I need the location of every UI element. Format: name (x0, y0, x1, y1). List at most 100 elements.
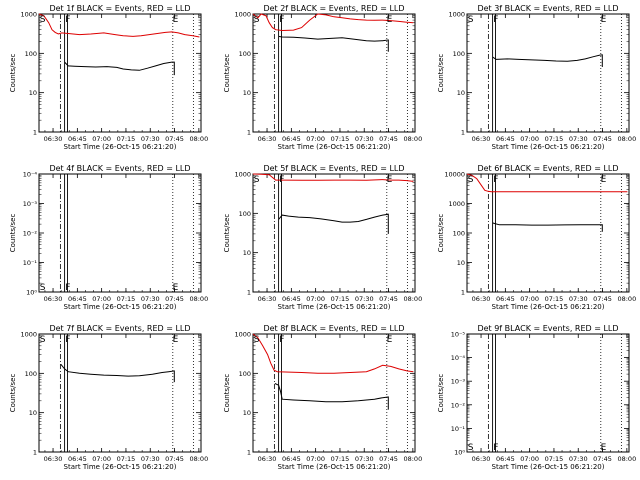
x-tick-label: 07:30 (569, 135, 588, 143)
x-tick-label: 08:00 (403, 135, 422, 143)
plot-frame (466, 333, 630, 453)
x-tick-label: 07:45 (165, 295, 184, 303)
marker-f: F (65, 335, 70, 345)
x-tick-label: 07:45 (593, 135, 612, 143)
x-tick-label: 07:00 (306, 455, 325, 463)
chart-panel-8: Det 8f BLACK = Events, RED = LLD 06:30 06:… (223, 324, 422, 471)
chart-panel-6: Det 6f BLACK = Events, RED = LLD 06:30 06:… (437, 164, 636, 311)
x-tick-label: 07:30 (141, 295, 160, 303)
chart-title: Det 4f BLACK = Events, RED = LLD (49, 164, 190, 173)
x-tick-label: 06:30 (258, 455, 277, 463)
marker-e: E (173, 15, 179, 25)
chart-title: Det 6f BLACK = Events, RED = LLD (477, 164, 618, 173)
x-tick-label: 07:15 (117, 455, 136, 463)
marker-f: F (279, 175, 284, 185)
chart-panel-5: Det 5f BLACK = Events, RED = LLD 06:30 06:… (223, 164, 422, 311)
x-tick-label: 07:00 (520, 455, 539, 463)
x-tick-label: 06:45 (68, 295, 87, 303)
chart-panel-7: Det 7f BLACK = Events, RED = LLD 06:30 06:… (9, 324, 208, 471)
marker-e: E (173, 335, 179, 345)
x-tick-label: 07:00 (92, 135, 111, 143)
marker-s: S (40, 335, 46, 345)
y-tick-label: 1 (247, 289, 251, 297)
y-axis-label: Counts/sec (9, 214, 17, 253)
y-tick-label: 1 (461, 129, 465, 137)
series-line-events (60, 363, 175, 383)
y-tick-label: 10⁻¹ (451, 425, 466, 433)
y-tick-label: 100 (239, 370, 251, 378)
plot-frame (38, 333, 202, 453)
x-tick-label: 07:30 (355, 135, 374, 143)
x-tick-label: 06:45 (282, 295, 301, 303)
x-axis-label: Start Time (26-Oct-15 06:21:20) (492, 463, 605, 471)
chart-panel-2: Det 2f BLACK = Events, RED = LLD 06:30 06:… (223, 4, 422, 151)
chart-title: Det 2f BLACK = Events, RED = LLD (263, 4, 404, 13)
x-tick-label: 07:45 (593, 455, 612, 463)
marker-e: E (601, 15, 607, 25)
x-tick-label: 06:30 (472, 455, 491, 463)
marker-s: S (468, 175, 474, 185)
series-line-lld (38, 13, 200, 38)
y-tick-label: 10⁻⁴ (451, 354, 466, 362)
y-tick-label: 1 (33, 449, 37, 457)
y-tick-label: 10 (243, 89, 251, 97)
y-tick-label: 10⁰ (454, 449, 465, 457)
chart-panel-3: Det 3f BLACK = Events, RED = LLD 06:30 06:… (437, 4, 636, 151)
y-tick-label: 10⁻³ (451, 378, 466, 386)
x-tick-label: 07:15 (117, 135, 136, 143)
marker-s: S (40, 283, 46, 293)
x-tick-label: 08:00 (189, 455, 208, 463)
y-tick-label: 1000 (20, 11, 37, 19)
x-tick-label: 06:30 (258, 135, 277, 143)
y-tick-label: 100 (453, 230, 465, 238)
x-tick-label: 07:00 (306, 135, 325, 143)
chart-title: Det 3f BLACK = Events, RED = LLD (477, 4, 618, 13)
x-tick-label: 07:30 (355, 295, 374, 303)
x-axis-label: Start Time (26-Oct-15 06:21:20) (64, 463, 177, 471)
x-tick-label: 06:30 (44, 135, 63, 143)
x-axis-label: Start Time (26-Oct-15 06:21:20) (64, 143, 177, 151)
chart-title: Det 7f BLACK = Events, RED = LLD (49, 324, 190, 333)
y-tick-label: 1 (33, 129, 37, 137)
chart-title: Det 8f BLACK = Events, RED = LLD (263, 324, 404, 333)
plot-frame (252, 333, 416, 453)
y-tick-label: 10 (243, 409, 251, 417)
plot-frame (38, 13, 202, 133)
x-tick-label: 07:45 (593, 295, 612, 303)
marker-f: F (65, 15, 70, 25)
x-axis-label: Start Time (26-Oct-15 06:21:20) (278, 463, 391, 471)
series-line-lld (252, 173, 414, 182)
x-tick-label: 06:45 (496, 295, 515, 303)
chart-title: Det 9f BLACK = Events, RED = LLD (477, 324, 618, 333)
marker-s: S (468, 443, 474, 453)
x-tick-label: 06:30 (258, 295, 277, 303)
chart-panel-4: Det 4f BLACK = Events, RED = LLD 06:30 06:… (9, 164, 208, 311)
marker-s: S (254, 15, 260, 25)
y-axis-label: Counts/sec (223, 54, 231, 93)
y-tick-label: 10 (243, 249, 251, 257)
y-tick-label: 10 (457, 259, 465, 267)
x-tick-label: 07:30 (569, 455, 588, 463)
y-tick-label: 100 (239, 210, 251, 218)
x-tick-label: 08:00 (617, 455, 636, 463)
y-tick-label: 1000 (234, 331, 251, 339)
series-line-events (274, 383, 389, 410)
y-tick-label: 100 (239, 50, 251, 58)
marker-e: E (601, 443, 607, 453)
x-tick-label: 07:15 (545, 455, 564, 463)
y-tick-label: 10⁰ (26, 289, 37, 297)
y-axis-label: Counts/sec (437, 374, 445, 413)
y-tick-label: 10⁻³ (23, 200, 38, 208)
x-axis-label: Start Time (26-Oct-15 06:21:20) (492, 303, 605, 311)
y-tick-label: 100 (25, 370, 37, 378)
x-axis-label: Start Time (26-Oct-15 06:21:20) (278, 303, 391, 311)
x-tick-label: 07:30 (569, 295, 588, 303)
plot-frame (38, 173, 202, 293)
x-tick-label: 07:00 (92, 455, 111, 463)
x-tick-label: 07:30 (355, 455, 374, 463)
y-tick-label: 1 (247, 129, 251, 137)
x-tick-label: 07:15 (331, 455, 350, 463)
x-tick-label: 07:00 (520, 295, 539, 303)
chart-panel-1: Det 1f BLACK = Events, RED = LLD 06:30 06:… (9, 4, 208, 151)
